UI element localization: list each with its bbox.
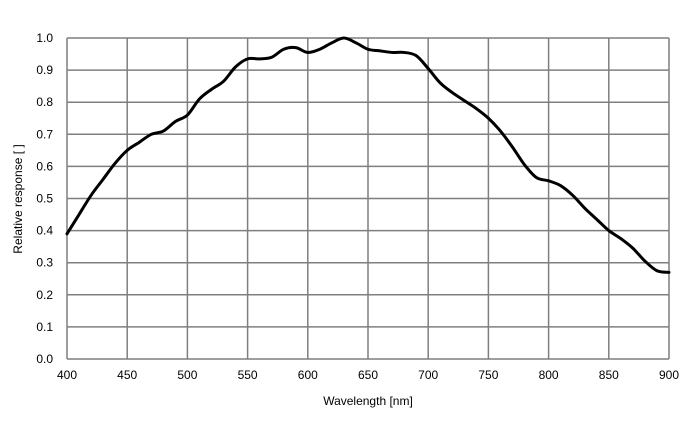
y-tick-label: 0.4 — [36, 224, 53, 238]
y-tick-label: 1.0 — [36, 31, 53, 45]
y-axis-title: Relative response [ ] — [11, 144, 25, 253]
x-tick-label: 850 — [599, 368, 619, 382]
y-tick-label: 0.8 — [36, 95, 53, 109]
y-tick-label: 0.3 — [36, 256, 53, 270]
x-tick-label: 400 — [57, 368, 77, 382]
x-tick-label: 650 — [358, 368, 378, 382]
y-tick-label: 0.0 — [36, 352, 53, 366]
x-tick-label: 600 — [298, 368, 318, 382]
x-axis-title: Wavelength [nm] — [323, 394, 413, 408]
tick-labels: 400 450 500 550 600 650 700 750 800 850 900 0.0 0.1 0… — [36, 31, 679, 382]
x-tick-label: 550 — [238, 368, 258, 382]
grid — [66, 37, 670, 360]
y-tick-label: 0.7 — [36, 127, 53, 141]
y-tick-label: 0.9 — [36, 63, 53, 77]
x-tick-label: 900 — [659, 368, 679, 382]
y-tick-label: 0.5 — [36, 192, 53, 206]
response-curve — [65, 36, 671, 274]
x-tick-label: 750 — [478, 368, 498, 382]
y-tick-label: 0.2 — [36, 288, 53, 302]
y-tick-label: 0.1 — [36, 320, 53, 334]
y-tick-label: 0.6 — [36, 159, 53, 173]
x-tick-label: 500 — [177, 368, 197, 382]
x-tick-label: 800 — [539, 368, 559, 382]
x-tick-label: 700 — [418, 368, 438, 382]
x-tick-label: 450 — [117, 368, 137, 382]
